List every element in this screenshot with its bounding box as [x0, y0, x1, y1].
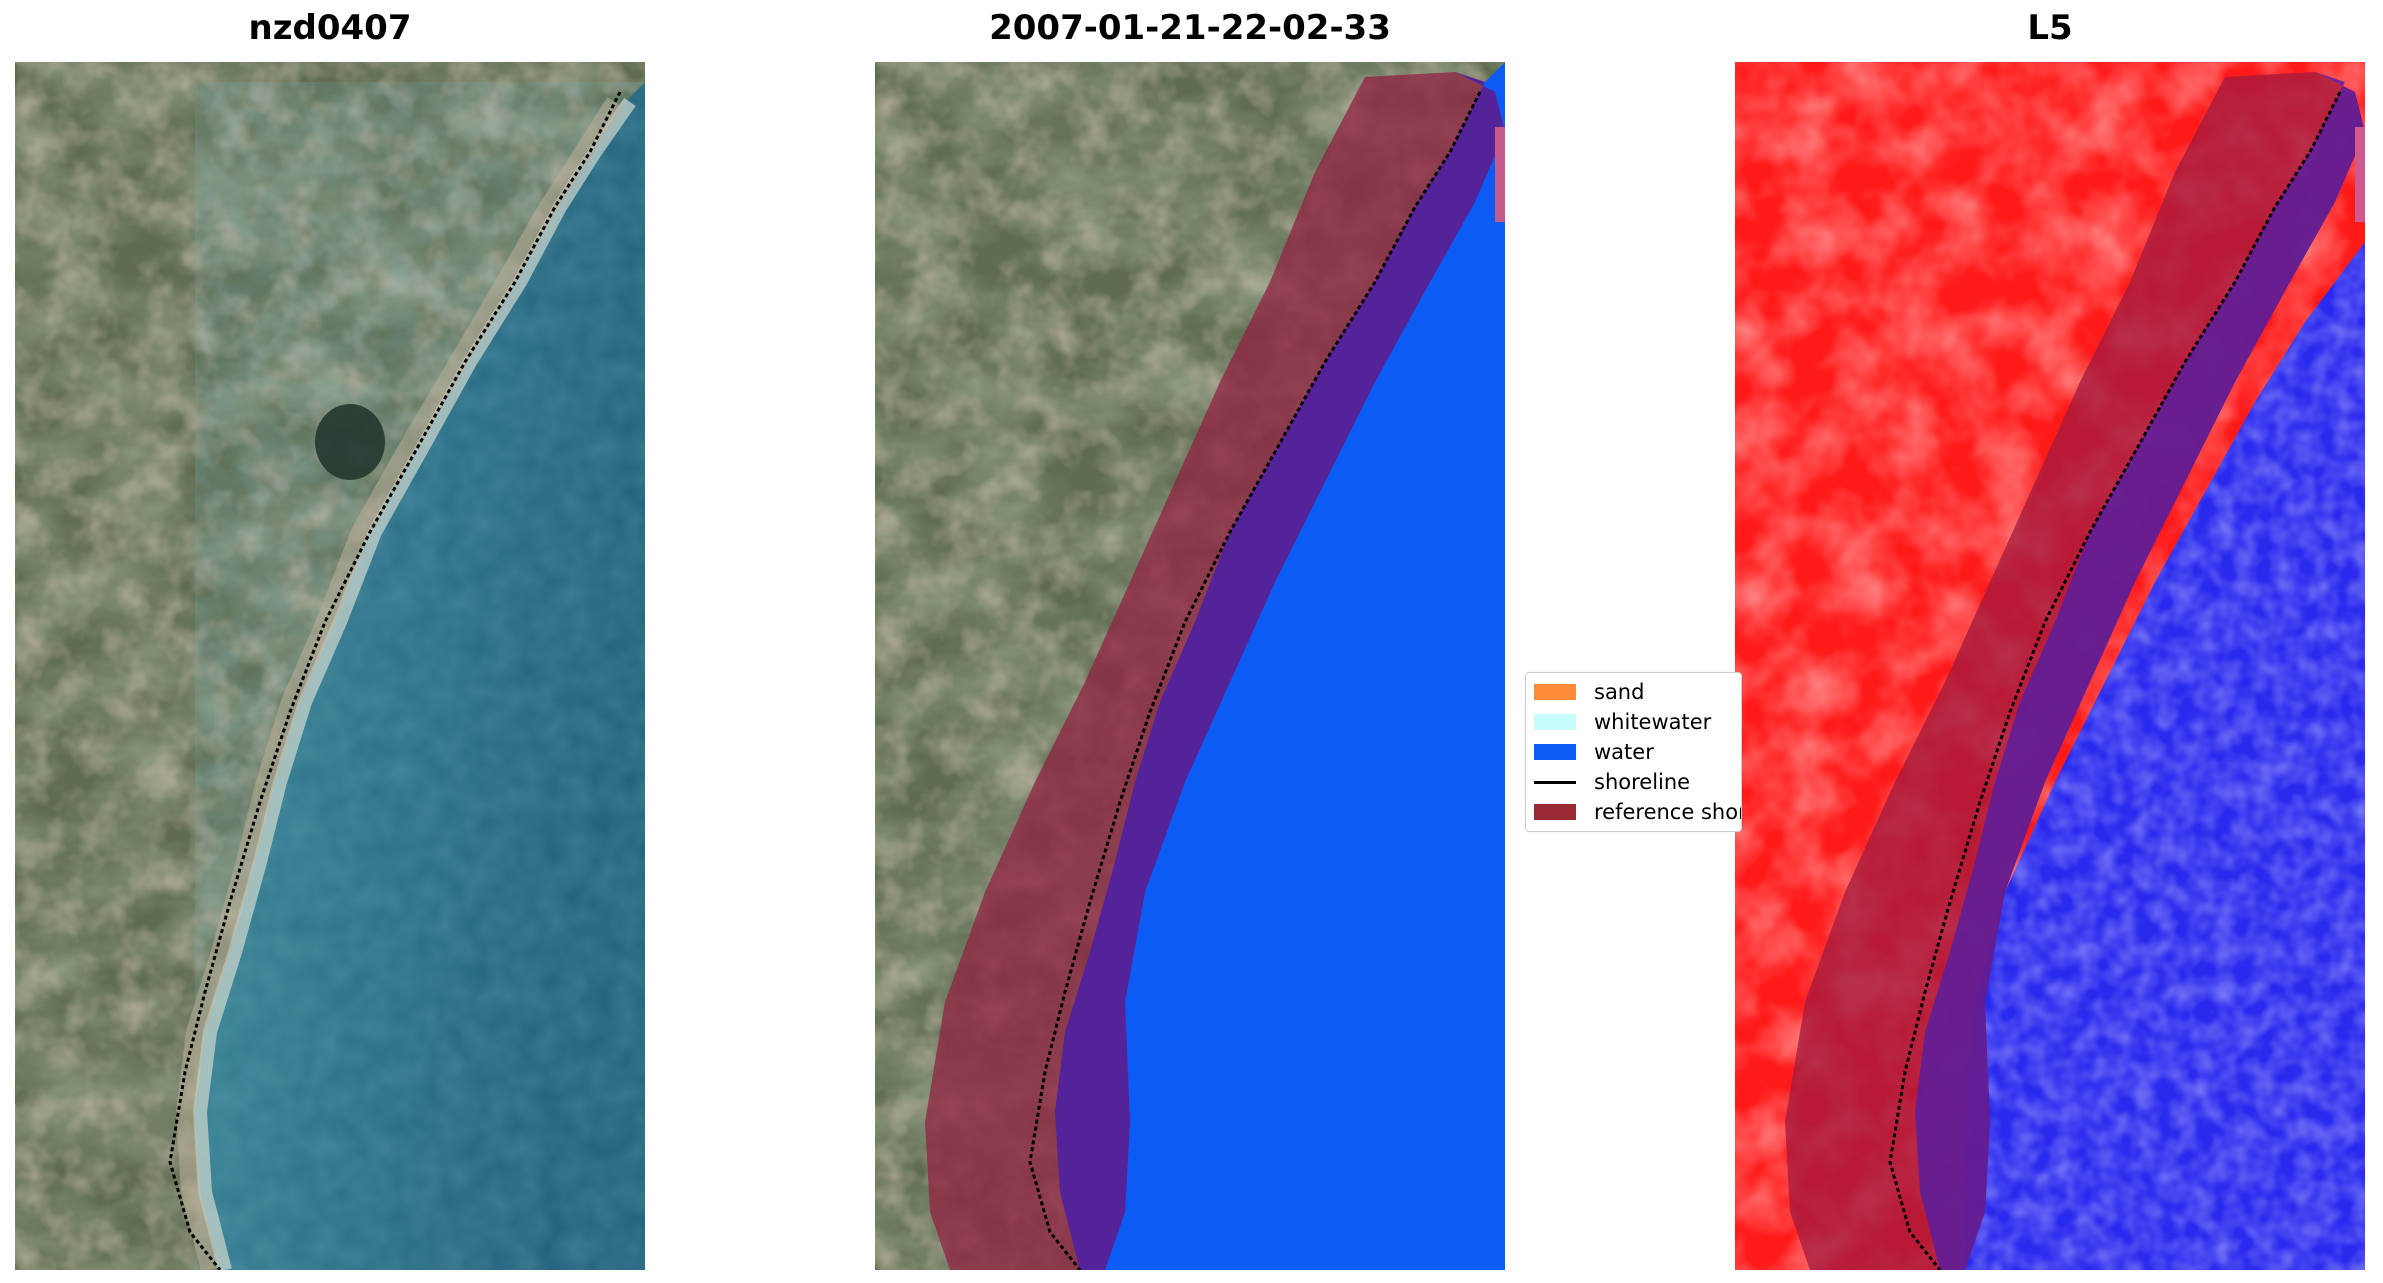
sand-swatch — [1534, 684, 1576, 700]
water-swatch — [1534, 744, 1576, 760]
legend: sand whitewater water shoreline referenc… — [1525, 672, 1742, 832]
panel-title-classified: 2007-01-21-22-02-33 — [989, 8, 1391, 48]
legend-item-water: water — [1534, 739, 1654, 765]
classified-image — [875, 62, 1505, 1270]
panel-title-index: L5 — [2027, 8, 2073, 48]
whitewater-swatch — [1534, 714, 1576, 730]
reference-shoreline-swatch — [1534, 804, 1576, 820]
legend-label: water — [1594, 740, 1654, 764]
legend-item-whitewater: whitewater — [1534, 709, 1711, 735]
legend-label: whitewater — [1594, 710, 1712, 734]
index-image — [1735, 62, 2365, 1270]
shoreline-swatch — [1534, 780, 1576, 784]
legend-item-sand: sand — [1534, 679, 1644, 705]
legend-label: shoreline — [1594, 770, 1691, 794]
legend-label: reference shoreline buffer — [1594, 800, 1742, 824]
panel-title-rgb: nzd0407 — [248, 8, 412, 48]
legend-item-reference-shoreline: reference shoreline buffer — [1534, 799, 1742, 825]
legend-label: sand — [1594, 680, 1645, 704]
rgb-image — [15, 62, 645, 1270]
legend-item-shoreline: shoreline — [1534, 769, 1690, 795]
